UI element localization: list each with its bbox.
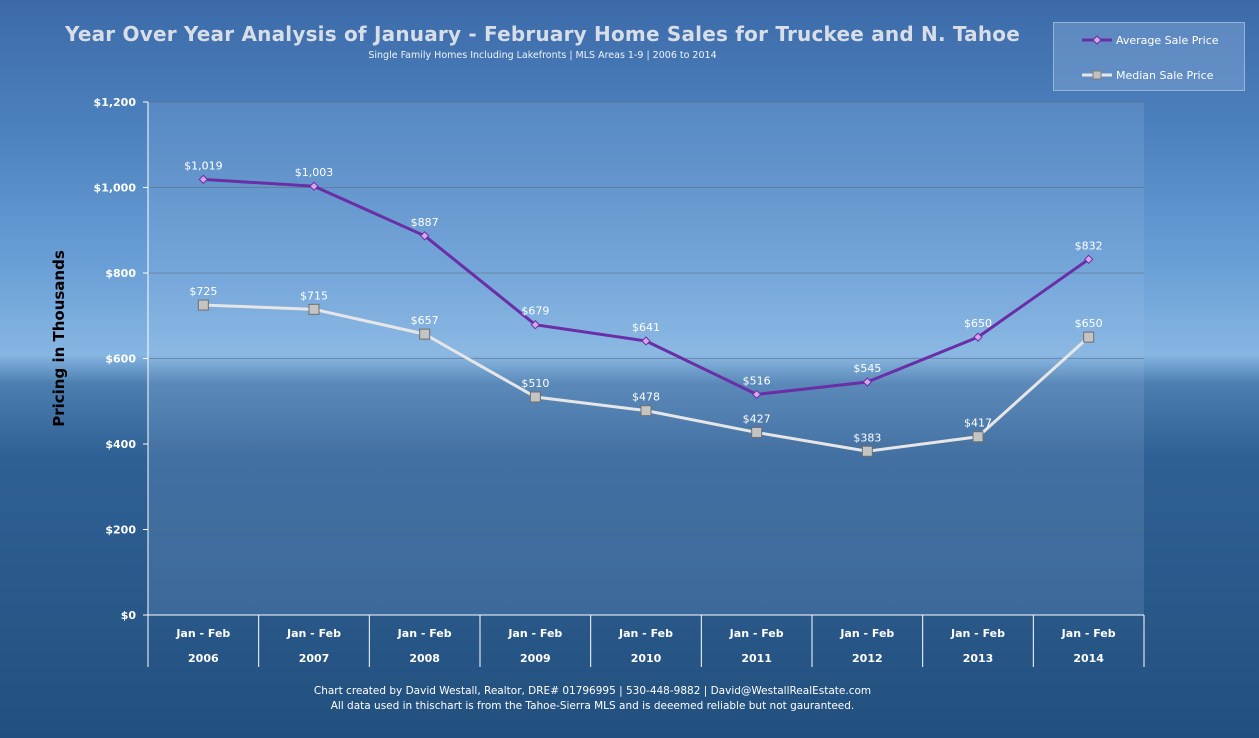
data-label: $510 [521,377,549,390]
data-label: $657 [411,314,439,327]
data-point [862,377,873,387]
data-point [641,336,651,346]
data-point [751,426,763,438]
legend-average-swatch [1082,35,1112,45]
x-tick-label-year: 2007 [299,652,330,665]
chart-subtitle: Single Family Homes Including Lakefronts… [368,50,717,61]
data-label: $1,003 [295,166,334,179]
gridlines [148,101,1144,530]
legend-label-average: Average Sale Price [1116,33,1219,47]
x-tick-label-year: 2006 [188,652,219,665]
y-tick-label: $800 [105,267,136,280]
footer-disclaimer: All data used in thischart is from the T… [330,700,855,712]
x-tick-label-year: 2011 [741,652,772,665]
data-point [419,328,431,340]
x-tick-label-year: 2012 [852,652,883,665]
legend-median-swatch [1082,70,1112,80]
x-tick-label-period: Jan - Feb [729,627,784,640]
legend-label-median: Median Sale Price [1116,68,1214,82]
y-tick-label: $1,000 [94,182,137,195]
x-tick-label-year: 2009 [520,652,551,665]
x-tick-label-year: 2008 [409,652,440,665]
x-tick-label-year: 2010 [631,652,662,665]
data-label: $427 [743,412,771,425]
data-point [1083,331,1095,343]
data-label: $715 [300,289,328,302]
legend-item-average: Average Sale Price [1054,30,1219,50]
x-tick-label-period: Jan - Feb [397,627,452,640]
x-axis: Jan - Feb 2006 Jan - Feb 2007 Jan - Feb 2008 J… [147,614,1145,667]
x-tick-label-period: Jan - Feb [839,627,894,640]
series-average: $1,019 $1,003 $887 $679 $641 $516 $545 $650 $832 [184,159,1103,400]
x-tick-label-period: Jan - Feb [507,627,562,640]
x-tick-label-period: Jan - Feb [950,627,1005,640]
data-label: $650 [1075,317,1103,330]
data-label: $1,019 [184,159,223,172]
data-label: $417 [964,417,992,430]
y-axis: $0 $200 $400 $600 $800 $1,000 $1,200 [94,96,149,622]
series-group: $1,019 $1,003 $887 $679 $641 $516 $545 $650 $832… [184,159,1103,457]
data-point [1083,254,1094,265]
x-tick-label-year: 2014 [1073,652,1104,665]
data-point [419,231,430,241]
y-tick-label: $600 [105,353,136,366]
x-tick-label-period: Jan - Feb [1061,627,1116,640]
chart-title: Year Over Year Analysis of January - Feb… [64,22,1021,46]
y-tick-label: $200 [105,524,136,537]
data-label: $545 [853,362,881,375]
x-tick-label-period: Jan - Feb [286,627,341,640]
data-point [309,181,319,191]
data-point [861,445,873,457]
data-label: $516 [743,374,771,387]
data-point [530,320,541,330]
footer-credit: Chart created by David Westall, Realtor,… [313,685,872,697]
legend: Average Sale Price Median Sale Price [1053,22,1245,91]
data-point [640,405,652,417]
series-median: $725 $715 $657 $510 $478 $427 $383 $417 $650 [189,285,1103,457]
y-tick-label: $1,200 [94,96,137,109]
data-label: $725 [189,285,217,298]
data-label: $679 [521,305,549,318]
legend-item-median: Median Sale Price [1054,65,1213,85]
data-point [529,391,541,403]
x-tick-label-period: Jan - Feb [175,627,230,640]
data-label: $832 [1075,239,1103,252]
data-point [973,332,983,342]
data-label: $650 [964,317,992,330]
data-point [308,303,320,315]
y-tick-label: $0 [121,609,137,622]
x-tick-label-period: Jan - Feb [618,627,673,640]
data-label: $478 [632,391,660,404]
data-point [197,299,209,311]
y-axis-title: Pricing in Thousands [50,250,68,427]
data-point [972,431,984,443]
data-point [751,389,762,400]
x-tick-label-year: 2013 [963,652,994,665]
data-point [198,174,209,185]
data-label: $887 [411,216,439,229]
data-label: $383 [853,431,881,444]
data-label: $641 [632,321,660,334]
y-tick-label: $400 [105,438,136,451]
